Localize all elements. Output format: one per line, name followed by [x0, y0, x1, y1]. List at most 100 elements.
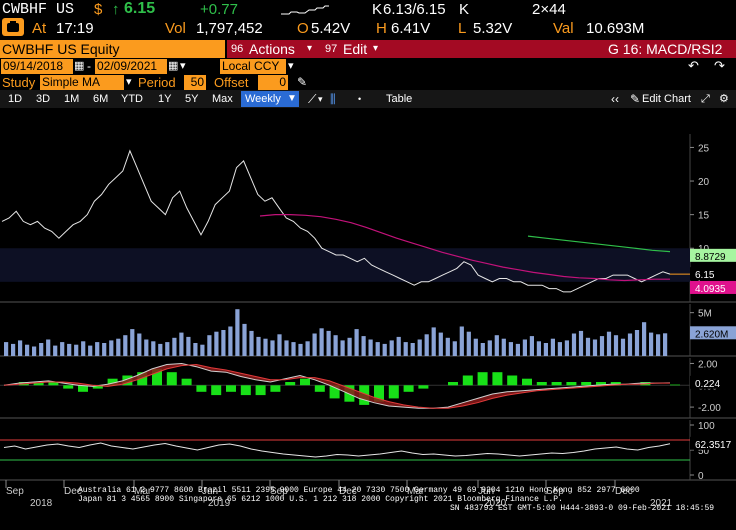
- macd-histogram-bar: [670, 384, 680, 386]
- currency-select[interactable]: Local CCY: [220, 59, 286, 74]
- volume-bar: [137, 333, 142, 356]
- tab-5y[interactable]: 5Y: [185, 93, 199, 105]
- start-calendar-icon[interactable]: ▦: [74, 60, 85, 72]
- macd-histogram-bar: [314, 385, 325, 392]
- settings-icon[interactable]: ⚙: [719, 93, 729, 105]
- price-alert-icon[interactable]: [2, 18, 24, 36]
- tab-1m[interactable]: 1M: [64, 93, 80, 105]
- macd-histogram-bar: [211, 385, 222, 396]
- volume-bar: [186, 336, 191, 356]
- volume-bar: [305, 341, 310, 356]
- undo-icon[interactable]: ↶: [688, 58, 699, 73]
- volume-bar: [81, 341, 86, 356]
- volume-panel: 5M 2.620M: [0, 304, 736, 357]
- table-button[interactable]: Table: [386, 93, 413, 105]
- volume-bar: [606, 331, 612, 356]
- zoom-icon[interactable]: ⤢: [701, 93, 710, 105]
- volume-bar: [340, 340, 345, 356]
- offset-input[interactable]: 0: [258, 75, 288, 90]
- offset-label: Offset: [214, 75, 249, 90]
- currency-dropdown-icon[interactable]: ▾: [288, 60, 294, 72]
- x-tick-label: Sep: [546, 486, 564, 497]
- traded-value: 10.693M: [586, 20, 645, 37]
- bar-chart-icon[interactable]: ⫼: [330, 92, 336, 106]
- tab-1d[interactable]: 1D: [8, 93, 23, 105]
- volume-bar: [649, 332, 654, 356]
- date-dropdown-icon[interactable]: ▾: [180, 60, 186, 72]
- macd-histogram-bar: [388, 385, 399, 399]
- tab-3d[interactable]: 3D: [36, 93, 51, 105]
- end-calendar-icon[interactable]: ▦: [168, 60, 179, 72]
- bid-ask-prefix: K: [372, 1, 383, 18]
- edit-chevron-icon[interactable]: ▾: [373, 43, 379, 54]
- study-select[interactable]: Simple MA: [40, 75, 124, 90]
- badge-last: 6.15: [695, 270, 715, 281]
- volume-bar: [459, 326, 464, 356]
- volume-bar: [389, 340, 394, 356]
- macd-histogram-bar: [240, 385, 251, 396]
- actions-menu[interactable]: Actions: [249, 41, 295, 57]
- pencil-icon[interactable]: ✎: [297, 75, 308, 89]
- badge-macd-bg: [690, 375, 736, 389]
- macd-histogram-bar: [566, 382, 577, 386]
- edit-chart-button[interactable]: Edit Chart: [642, 93, 691, 105]
- badge-macd: 0.224: [695, 379, 720, 390]
- volume-label: Vol: [165, 20, 186, 37]
- volume-bar: [249, 330, 254, 356]
- up-arrow-icon: ↑: [112, 1, 120, 18]
- volume-bar: [417, 339, 422, 356]
- volume-bar: [291, 342, 296, 356]
- frequency-value: Weekly: [245, 93, 281, 105]
- volume-bar: [228, 326, 233, 356]
- redo-icon[interactable]: ↷: [714, 58, 725, 73]
- security-field[interactable]: CWBHF US Equity: [0, 40, 225, 58]
- macd-histogram-bar: [270, 385, 281, 392]
- study-dropdown-icon[interactable]: ▾: [126, 76, 132, 88]
- volume-bar: [480, 343, 485, 356]
- footer-copyright: Japan 81 3 4565 8900 Singapore 65 6212 1…: [78, 495, 563, 504]
- start-date-input[interactable]: 09/14/2018: [1, 59, 73, 74]
- sparkline-icon: [281, 5, 329, 15]
- volume-bar: [32, 346, 37, 356]
- open-value: 5.42V: [311, 20, 351, 37]
- macd-histogram-bar: [418, 385, 429, 389]
- more-options-icon[interactable]: •: [358, 94, 362, 104]
- period-input[interactable]: 50: [184, 75, 206, 90]
- volume-bar: [242, 323, 247, 356]
- frequency-select[interactable]: Weekly ▼: [241, 91, 299, 107]
- macd-fill: [4, 363, 670, 409]
- bid-ask-suffix: K: [459, 1, 470, 18]
- tab-max[interactable]: Max: [212, 93, 233, 105]
- volume-bar: [277, 334, 282, 356]
- macd-histogram-bar: [462, 375, 473, 386]
- end-date-input[interactable]: 02/09/2021: [95, 59, 167, 74]
- macd-histogram-bar: [329, 385, 340, 399]
- macd-histogram-bar: [152, 368, 162, 386]
- volume-bar: [550, 338, 555, 356]
- time-label: At: [32, 20, 47, 37]
- volume-bar: [312, 333, 317, 356]
- actions-chevron-icon[interactable]: ▾: [307, 43, 313, 54]
- tab-6m[interactable]: 6M: [93, 93, 109, 105]
- edit-chart-icon[interactable]: ✎: [630, 92, 641, 106]
- volume-bar: [214, 331, 219, 356]
- tab-ytd[interactable]: YTD: [121, 93, 143, 105]
- macd-histogram-bar: [374, 385, 384, 402]
- last-price: 6.15: [124, 0, 156, 17]
- volume-bar: [466, 331, 471, 356]
- macd-histogram-bar: [166, 372, 177, 386]
- line-chart-icon[interactable]: ⟋: [308, 92, 317, 106]
- macd-histogram-bar: [610, 382, 621, 386]
- volume-bar: [396, 336, 401, 356]
- x-tick-label: Dec: [615, 486, 633, 497]
- y-tick-label: 20: [698, 177, 710, 188]
- edit-menu[interactable]: Edit: [343, 41, 368, 57]
- volume-bar: [326, 330, 331, 356]
- collapse-icon[interactable]: ‹‹: [611, 92, 619, 106]
- volume-bar: [557, 342, 562, 356]
- tab-1y[interactable]: 1Y: [158, 93, 172, 105]
- volume-bar: [487, 340, 492, 356]
- badge-volume-bg: [690, 326, 736, 340]
